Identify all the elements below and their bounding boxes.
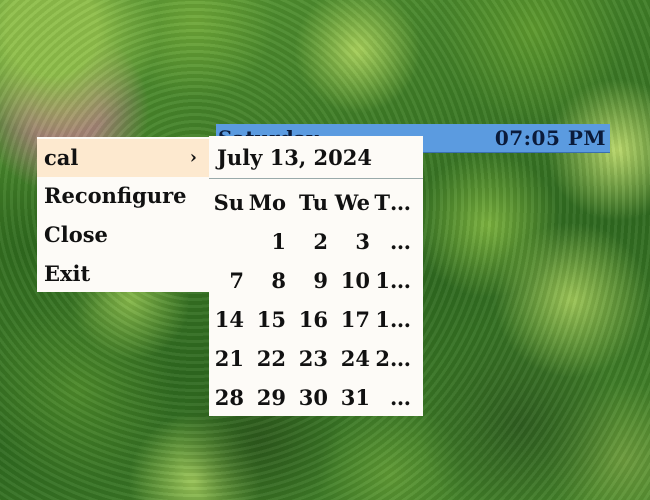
calendar-day[interactable]: 29: [256, 385, 286, 410]
calendar-popup: July 13, 2024 Su Mo Tu We T… 1 2 3 … 7 8…: [209, 136, 423, 416]
calendar-day[interactable]: 23: [298, 346, 328, 371]
menu-item-label: Reconfigure: [44, 183, 187, 208]
calendar-day[interactable]: 2: [313, 229, 328, 254]
calendar-week-row: 21 22 23 24 2…: [209, 340, 423, 378]
calendar-day[interactable]: 2…: [375, 346, 411, 371]
panel-clock[interactable]: 07:05 PM: [494, 126, 606, 150]
submenu-arrow-icon: ›: [189, 147, 197, 168]
menu-item-reconfigure[interactable]: Reconfigure: [37, 177, 209, 215]
menu-item-label: Exit: [44, 261, 91, 286]
root-menu: cal › Reconfigure Close Exit: [37, 137, 209, 292]
calendar-day[interactable]: 8: [271, 268, 286, 293]
weekday-label: Mo: [248, 190, 286, 215]
calendar-day[interactable]: 1…: [375, 307, 411, 332]
calendar-day[interactable]: 31: [340, 385, 370, 410]
weekday-header-row: Su Mo Tu We T…: [209, 184, 423, 222]
menu-item-cal[interactable]: cal ›: [37, 139, 209, 177]
calendar-day[interactable]: 30: [298, 385, 328, 410]
menu-item-label: Close: [44, 222, 108, 247]
calendar-day[interactable]: 16: [298, 307, 328, 332]
calendar-day[interactable]: …: [390, 229, 411, 254]
calendar-day[interactable]: 21: [214, 346, 244, 371]
weekday-label: T…: [374, 190, 411, 215]
calendar-day[interactable]: 14: [214, 307, 244, 332]
calendar-day[interactable]: 1: [271, 229, 286, 254]
weekday-label: Tu: [299, 190, 328, 215]
calendar-day[interactable]: 3: [355, 229, 370, 254]
calendar-day[interactable]: 15: [256, 307, 286, 332]
calendar-day[interactable]: 22: [256, 346, 286, 371]
calendar-week-row: 14 15 16 17 1…: [209, 301, 423, 339]
calendar-day[interactable]: …: [390, 385, 411, 410]
calendar-day[interactable]: 1…: [375, 268, 411, 293]
calendar-day[interactable]: 10: [340, 268, 370, 293]
calendar-day[interactable]: 28: [214, 385, 244, 410]
calendar-day[interactable]: 7: [229, 268, 244, 293]
weekday-label: Su: [213, 190, 244, 215]
menu-item-label: cal: [44, 145, 79, 170]
calendar-week-row: 28 29 30 31 …: [209, 379, 423, 417]
calendar-day[interactable]: 9: [313, 268, 328, 293]
menu-item-exit[interactable]: Exit: [37, 255, 209, 293]
calendar-divider: [209, 178, 423, 179]
calendar-day[interactable]: 17: [340, 307, 370, 332]
weekday-label: We: [334, 190, 370, 215]
calendar-day[interactable]: 24: [340, 346, 370, 371]
calendar-week-row: 1 2 3 …: [209, 223, 423, 261]
menu-item-close[interactable]: Close: [37, 216, 209, 254]
calendar-date-heading: July 13, 2024: [217, 145, 372, 170]
calendar-week-row: 7 8 9 10 1…: [209, 262, 423, 300]
